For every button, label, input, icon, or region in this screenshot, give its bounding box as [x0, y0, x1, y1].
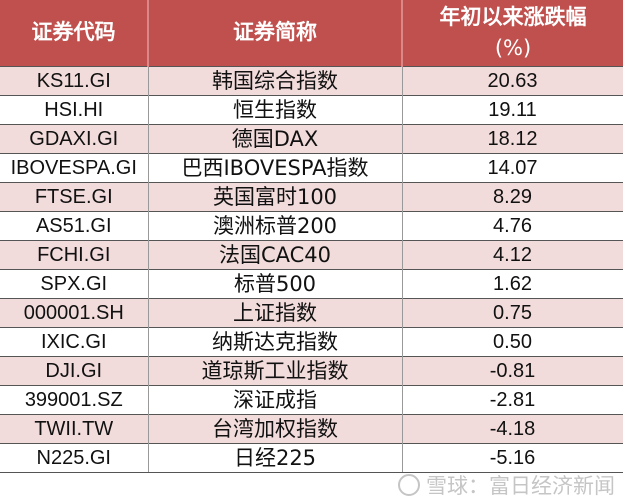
cell-change: -2.81	[402, 384, 623, 414]
table-row: HSI.HI 恒生指数 19.11	[0, 94, 623, 124]
table-row: TWII.TW 台湾加权指数 -4.18	[0, 413, 623, 443]
cell-code: HSI.HI	[0, 94, 149, 124]
table-row: FCHI.GI 法国CAC40 4.12	[0, 239, 623, 269]
cell-code: FTSE.GI	[0, 181, 149, 211]
cell-name: 深证成指	[148, 384, 403, 414]
cell-name: 标普500	[148, 268, 403, 298]
cell-change: 0.50	[402, 326, 623, 356]
cell-change: 1.62	[402, 268, 623, 298]
header-change: 年初以来涨跌幅 (%)	[402, 0, 623, 66]
cell-name: 恒生指数	[148, 94, 403, 124]
cell-code: TWII.TW	[0, 413, 149, 443]
cell-name: 英国富时100	[148, 181, 403, 211]
table-row: 399001.SZ 深证成指 -2.81	[0, 384, 623, 414]
cell-code: DJI.GI	[0, 355, 149, 385]
cell-change: 8.29	[402, 181, 623, 211]
cell-name: 德国DAX	[148, 123, 403, 153]
cell-name: 澳洲标普200	[148, 210, 403, 240]
header-row: 证券代码 证券简称 年初以来涨跌幅 (%)	[0, 0, 623, 66]
cell-name: 纳斯达克指数	[148, 326, 403, 356]
table-row: GDAXI.GI 德国DAX 18.12	[0, 123, 623, 153]
cell-change: -5.16	[402, 442, 623, 473]
table-row: N225.GI 日经225 -5.16	[0, 442, 623, 473]
cell-code: N225.GI	[0, 442, 149, 473]
table-row: SPX.GI 标普500 1.62	[0, 268, 623, 298]
cell-code: KS11.GI	[0, 65, 149, 95]
table-row: FTSE.GI 英国富时100 8.29	[0, 181, 623, 211]
cell-code: IXIC.GI	[0, 326, 149, 356]
cell-change: 4.76	[402, 210, 623, 240]
cell-code: GDAXI.GI	[0, 123, 149, 153]
cell-name: 日经225	[148, 442, 403, 473]
cell-code: AS51.GI	[0, 210, 149, 240]
cell-code: SPX.GI	[0, 268, 149, 298]
cell-change: 19.11	[402, 94, 623, 124]
cell-name: 道琼斯工业指数	[148, 355, 403, 385]
watermark: 雪球：富日经济新闻	[398, 474, 615, 498]
cell-name: 上证指数	[148, 297, 403, 327]
cell-name: 韩国综合指数	[148, 65, 403, 95]
cell-change: 18.12	[402, 123, 623, 153]
index-performance-table: 证券代码 证券简称 年初以来涨跌幅 (%) KS11.GI 韩国综合指数 20.63 H…	[0, 0, 623, 473]
cell-change: 20.63	[402, 65, 623, 95]
cell-code: 399001.SZ	[0, 384, 149, 414]
header-code: 证券代码	[0, 0, 149, 66]
cell-change: 4.12	[402, 239, 623, 269]
cell-code: IBOVESPA.GI	[0, 152, 149, 182]
cell-name: 法国CAC40	[148, 239, 403, 269]
table-row: 000001.SH 上证指数 0.75	[0, 297, 623, 327]
table-row: KS11.GI 韩国综合指数 20.63	[0, 65, 623, 95]
table-row: IBOVESPA.GI 巴西IBOVESPA指数 14.07	[0, 152, 623, 182]
cell-change: -0.81	[402, 355, 623, 385]
cell-change: 0.75	[402, 297, 623, 327]
header-name: 证券简称	[148, 0, 403, 66]
table-row: DJI.GI 道琼斯工业指数 -0.81	[0, 355, 623, 385]
cell-change: -4.18	[402, 413, 623, 443]
cell-code: 000001.SH	[0, 297, 149, 327]
xueqiu-logo-icon	[398, 474, 420, 496]
cell-name: 台湾加权指数	[148, 413, 403, 443]
table-row: AS51.GI 澳洲标普200 4.76	[0, 210, 623, 240]
table-row: IXIC.GI 纳斯达克指数 0.50	[0, 326, 623, 356]
cell-change: 14.07	[402, 152, 623, 182]
cell-code: FCHI.GI	[0, 239, 149, 269]
cell-name: 巴西IBOVESPA指数	[148, 152, 403, 182]
